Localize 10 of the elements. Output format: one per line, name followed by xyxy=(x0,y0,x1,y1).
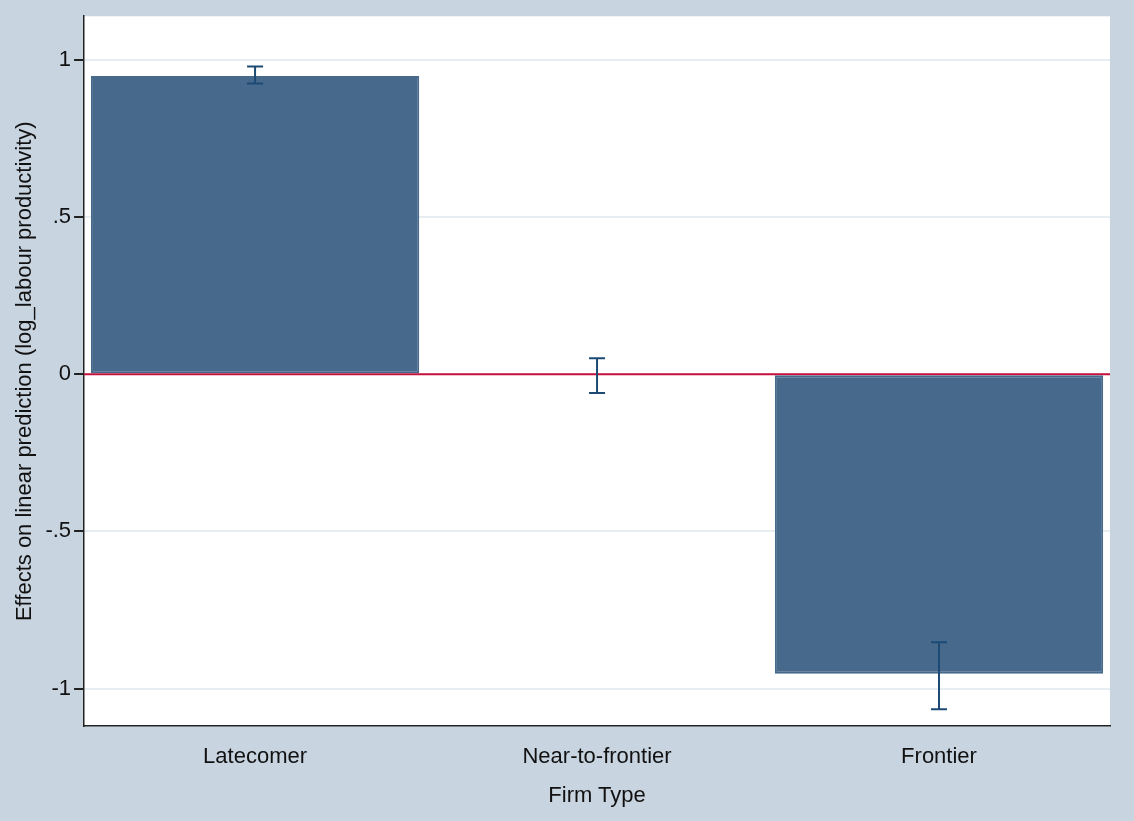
y-tick-label: 0 xyxy=(58,360,72,386)
x-tick-label: Latecomer xyxy=(203,743,308,769)
y-tick-label: 1 xyxy=(58,46,72,72)
x-axis-title: Firm Type xyxy=(548,781,646,807)
y-tick-label: -1 xyxy=(51,674,72,700)
x-tick-label: Near-to-frontier xyxy=(522,743,672,769)
y-axis-title: Effects on linear prediction (log_labour productivity) xyxy=(11,121,37,622)
y-tick-label: .5 xyxy=(52,203,72,229)
x-tick-label: Frontier xyxy=(901,743,977,769)
y-tick-label: -.5 xyxy=(45,517,72,543)
